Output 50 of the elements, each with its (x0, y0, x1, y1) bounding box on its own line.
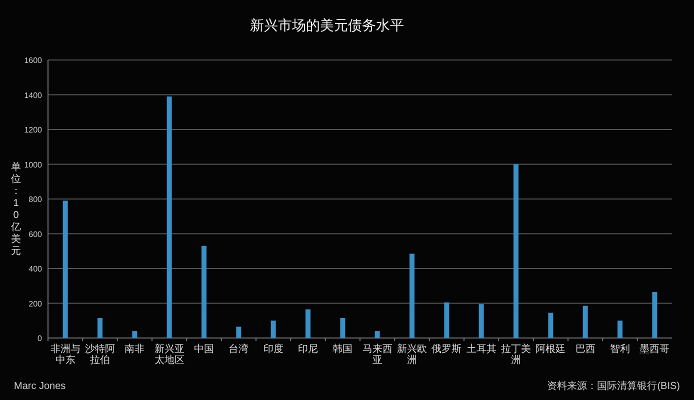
y-tick-label: 600 (28, 230, 43, 239)
x-tick-label: 阿根廷 (536, 343, 566, 355)
bar (236, 326, 242, 338)
bar (548, 312, 554, 338)
y-tick-label: 1600 (24, 56, 43, 65)
x-tick-label: 南非 (124, 343, 145, 355)
x-tick-label: 韩国 (332, 343, 353, 355)
bar (478, 304, 484, 338)
chart-title: 新兴市场的美元债务水平 (250, 18, 404, 34)
x-tick-label: 拉丁美洲 (501, 343, 531, 366)
y-tick-label: 200 (28, 299, 43, 308)
bar (340, 318, 346, 338)
y-tick-label: 1400 (24, 90, 43, 100)
x-tick-label: 智利 (610, 343, 630, 355)
bar (98, 318, 102, 338)
y-tick-label: 400 (28, 264, 43, 274)
x-tick-label: 马来西亚 (362, 343, 392, 366)
x-tick-label: 巴西 (575, 344, 596, 355)
x-tick-label: 台湾 (228, 343, 249, 355)
x-tick-label: 新兴亚太地区 (154, 343, 184, 366)
bar (62, 200, 68, 338)
y-tick-label: 800 (28, 195, 43, 204)
y-tick-label: 1200 (24, 126, 43, 134)
y-tick-label: 1000 (24, 160, 43, 170)
x-tick-label: 土耳其 (466, 343, 496, 355)
bar (270, 320, 276, 338)
bar (582, 306, 588, 338)
bar (444, 302, 450, 338)
text: 资料来源：国际清算银行(BIS) (547, 380, 680, 392)
bar (410, 254, 414, 338)
bar (514, 164, 518, 338)
bar (374, 331, 380, 338)
bar (166, 96, 172, 338)
bar (202, 246, 206, 338)
x-tick-label: 印尼 (298, 343, 318, 355)
x-tick-label: 非洲与中东 (50, 343, 80, 366)
x-tick-label: 墨西哥 (640, 344, 670, 355)
x-tick-label: 中国 (194, 343, 214, 355)
x-tick-label: 印度 (263, 343, 284, 355)
y-tick-label: 0 (38, 334, 43, 343)
x-tick-label: 俄罗斯 (432, 343, 462, 355)
x-tick-label: 沙特阿拉伯 (85, 343, 115, 366)
bar (132, 331, 138, 338)
bar (652, 292, 658, 338)
bar (618, 320, 622, 338)
x-tick-label: 新兴欧洲 (397, 343, 427, 366)
text: Marc Jones (14, 381, 66, 392)
bar (306, 309, 310, 338)
y-axis-title: 单位：10亿美元 (10, 161, 21, 257)
plot: 0 200 400 600 800 1000 1200 1400 1600 非洲与中东 沙特阿拉伯 南非 新兴亚太地区 中国 台湾 印度 印尼 韩国 马来西亚 新兴欧洲 俄罗斯 土耳其 拉丁美洲 阿根廷 巴西 智利 墨西哥 (24, 56, 672, 366)
